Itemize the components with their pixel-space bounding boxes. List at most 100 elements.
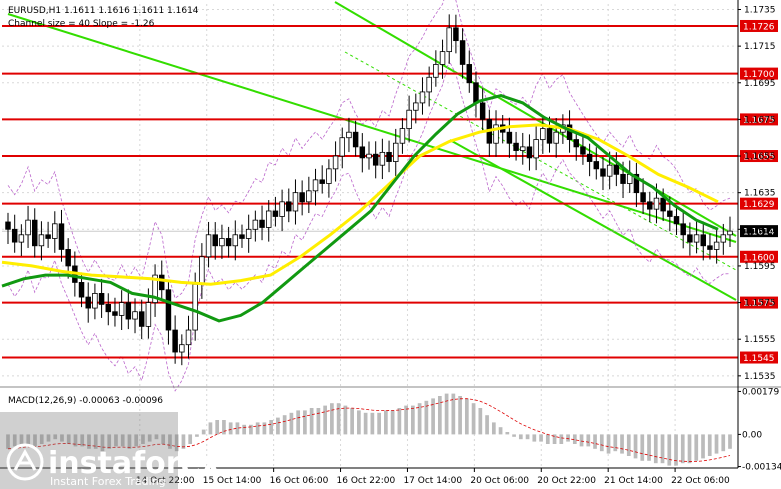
macd-bar [485, 415, 489, 435]
macd-bar [384, 410, 388, 435]
level-tag-1.1675 [740, 113, 778, 126]
macd-bar [195, 434, 199, 437]
candle [212, 222, 218, 260]
macd-bar [350, 408, 354, 435]
sma-green-line [1, 94, 719, 323]
candle-body [92, 293, 98, 309]
macd-bar [330, 403, 334, 435]
macd-bar [168, 434, 172, 449]
candle-body [159, 274, 165, 291]
candle-body [520, 146, 526, 151]
candle-body [526, 146, 533, 159]
macd-bar [647, 434, 651, 461]
price-tick-label: 1.1695 [744, 79, 776, 89]
candle-body [553, 131, 559, 144]
price-tick-label: 1.1555 [744, 335, 776, 345]
candle [306, 176, 312, 214]
candle [573, 130, 579, 161]
macd-signal-line [7, 398, 731, 463]
macd-bar [566, 434, 570, 442]
macd-bar [134, 434, 139, 447]
level-tag-1.1655 [740, 150, 778, 163]
candle-body [292, 192, 299, 212]
candle-body [660, 197, 666, 212]
macd-bar [269, 420, 274, 435]
symbol-info: EURUSD,H1 1.1611 1.1616 1.1611 1.1614 [8, 6, 199, 16]
candle [413, 93, 419, 124]
time-tick-label: 15 Oct 14:00 [203, 476, 262, 486]
macd-bar [404, 405, 408, 435]
candle-body [319, 179, 325, 184]
level-tag-1.1700 [740, 67, 778, 80]
candle-body [379, 151, 386, 166]
price-tick-label: 1.1735 [744, 5, 776, 15]
candle [138, 299, 145, 340]
macd-bar [559, 434, 564, 444]
candle-body [212, 234, 218, 247]
candle-body [479, 102, 486, 120]
macd-bar [208, 422, 213, 435]
candle-body [252, 219, 259, 230]
level-tag-1.1575 [740, 296, 778, 309]
macd-bar [289, 412, 294, 435]
macd-bar [87, 434, 91, 449]
level-label-1.1545: 1.1545 [743, 354, 775, 364]
candle-body [700, 234, 706, 247]
instaforex-watermark: instaforex Instant Forex Trading [0, 412, 220, 489]
candle-body [346, 131, 352, 139]
candle-body [359, 146, 366, 159]
candle-body [720, 234, 727, 243]
candle [11, 214, 18, 253]
price-tick-label: 1.1635 [744, 189, 776, 199]
macd-bar [188, 434, 193, 444]
candle [687, 222, 693, 256]
candle-body [540, 128, 546, 140]
candle-body [413, 102, 419, 111]
candle [219, 224, 225, 259]
macd-bar [73, 434, 78, 447]
candle [386, 140, 392, 173]
candle [339, 127, 345, 169]
macd-bar [276, 417, 280, 435]
macd-bar [60, 434, 64, 442]
candle [105, 293, 112, 326]
macd-bar [411, 405, 415, 435]
macd-bar [201, 429, 206, 435]
macd-bar [701, 434, 705, 459]
candle [520, 132, 526, 165]
candle [546, 116, 553, 153]
macd-bar [653, 434, 658, 464]
candle-body [439, 51, 446, 65]
candle [707, 233, 713, 260]
time-tick-label: 20 Oct 06:00 [470, 476, 529, 486]
candle [286, 188, 292, 223]
candle-body [393, 142, 399, 162]
candle-body [205, 234, 212, 258]
macd-bar [141, 434, 145, 444]
candle [466, 50, 473, 93]
macd-bar [357, 410, 361, 435]
candle-body [232, 234, 239, 247]
candle-body [45, 234, 51, 239]
candle [239, 224, 245, 248]
candle [406, 95, 412, 143]
candle-body [680, 223, 686, 236]
candle-body [38, 234, 45, 247]
candle-body [606, 164, 613, 177]
time-tick-label: 20 Oct 22:00 [537, 476, 596, 486]
price-tick-label: 1.1535 [744, 372, 776, 382]
macd-bar [100, 434, 105, 452]
candle [379, 138, 386, 180]
macd-bar [721, 434, 726, 452]
macd-bar [66, 434, 71, 444]
candle-body [299, 192, 305, 203]
candle-body [245, 228, 252, 239]
candle [426, 66, 432, 107]
macd-bar [93, 434, 98, 449]
candle-body [272, 210, 279, 217]
candle [5, 212, 11, 244]
price-tick-label: 1.1575 [744, 299, 776, 309]
macd-bar [228, 422, 233, 435]
macd-bar [633, 434, 638, 459]
